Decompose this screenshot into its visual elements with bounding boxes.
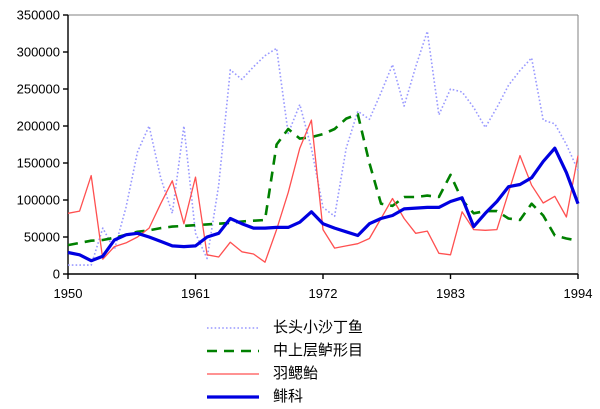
legend-label-mackerel: 羽鳃鲐 — [273, 365, 319, 382]
legend-swatch-dotted-line — [207, 326, 259, 329]
series-line-3 — [67, 146, 580, 263]
legend-label-perciformes: 中上层鲈形目 — [273, 342, 364, 359]
legend-item-perciformes: 中上层鲈形目 — [206, 339, 363, 362]
y-axis-tick-label: 100000 — [17, 193, 60, 208]
legend-swatch-dashed-line — [207, 349, 259, 352]
x-axis-tick-label: 1950 — [54, 286, 83, 301]
legend-label-sardine: 长头小沙丁鱼 — [273, 319, 364, 336]
series-line-0 — [68, 30, 579, 266]
y-axis-tick-label: 250000 — [17, 82, 60, 97]
legend-label-clupeidae: 鲱科 — [273, 388, 304, 405]
series-line-1 — [67, 112, 579, 247]
x-axis-tick-label: 1961 — [181, 286, 210, 301]
y-axis-tick-label: 50000 — [24, 230, 60, 245]
x-axis-tick-label: 1972 — [309, 286, 338, 301]
legend-item-clupeidae: 鲱科 — [206, 385, 363, 408]
y-axis-tick-label: 300000 — [17, 45, 60, 60]
y-axis-tick-label: 200000 — [17, 119, 60, 134]
legend-item-sardine: 长头小沙丁鱼 — [206, 316, 363, 339]
y-axis-tick-label: 150000 — [17, 156, 60, 171]
series-line-2 — [67, 119, 579, 263]
legend-item-mackerel: 羽鳃鲐 — [206, 362, 363, 385]
legend-swatch-thick-blue-line — [207, 394, 259, 399]
y-axis-tick-label: 0 — [53, 267, 60, 282]
x-axis-tick-label: 1983 — [436, 286, 465, 301]
chart-legend: 长头小沙丁鱼 中上层鲈形目 羽鳃鲐 鲱科 — [206, 316, 363, 408]
legend-swatch-thin-red-line — [207, 372, 259, 375]
x-axis-tick-label: 1994 — [564, 286, 593, 301]
y-axis-tick-label: 350000 — [17, 8, 60, 23]
